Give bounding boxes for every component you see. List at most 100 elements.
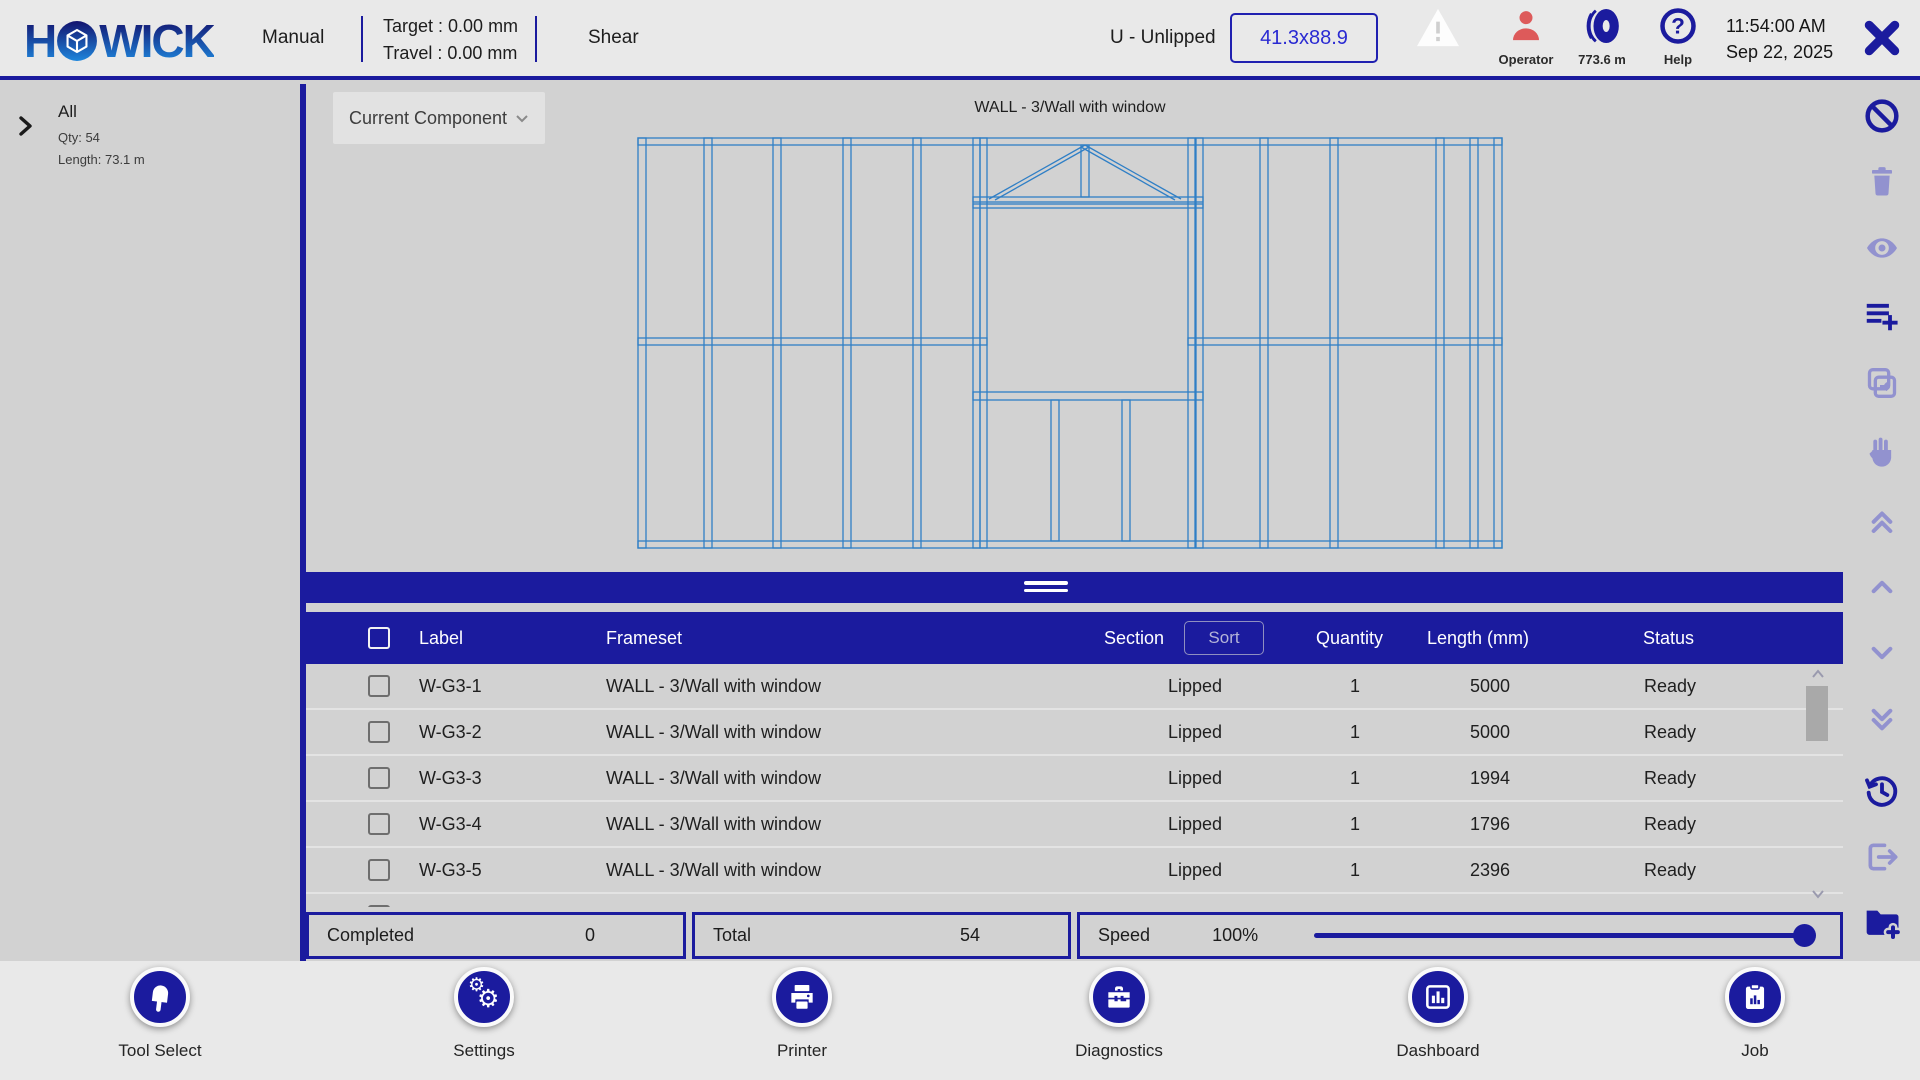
- row-checkbox[interactable]: [368, 859, 390, 881]
- sidebar-item-all[interactable]: All Qty: 54 Length: 73.1 m: [0, 84, 300, 167]
- col-quantity: Quantity: [1316, 628, 1384, 648]
- move-bottom-icon[interactable]: [1862, 700, 1902, 740]
- scrollbar-thumb[interactable]: [1806, 686, 1828, 741]
- history-icon[interactable]: [1862, 771, 1902, 811]
- splitter-drag-handle[interactable]: [1024, 581, 1068, 594]
- nav-job[interactable]: Job: [1675, 967, 1835, 1061]
- main-panel: Current Component WALL - 3/Wall with win…: [300, 84, 1843, 961]
- row-checkbox[interactable]: [368, 813, 390, 835]
- speed-slider[interactable]: [1314, 924, 1816, 947]
- move-down-icon[interactable]: [1862, 633, 1902, 673]
- machine-mode-label: Manual: [262, 27, 325, 48]
- right-toolbar: [1843, 84, 1920, 961]
- sidebar-item-length: Length: 73.1 m: [58, 152, 145, 167]
- table-row[interactable]: W-G3-2 WALL - 3/Wall with window Lipped …: [306, 710, 1843, 756]
- nav-settings[interactable]: ⚙ ⚙ Settings: [404, 967, 564, 1061]
- bottom-navigation: Tool Select ⚙ ⚙ Settings Printer: [0, 961, 1920, 1080]
- topbar-divider: [361, 16, 363, 62]
- visibility-icon[interactable]: [1862, 228, 1902, 268]
- parts-table-header: Label Frameset Section Sort Quantity Len…: [306, 612, 1843, 664]
- nav-circle: [1725, 967, 1785, 1027]
- frameset-sidebar: All Qty: 54 Length: 73.1 m: [0, 84, 300, 961]
- pan-icon[interactable]: [1862, 432, 1902, 472]
- coil-icon: [1586, 8, 1619, 43]
- logo-text-prefix: H: [24, 15, 57, 67]
- table-row[interactable]: W-G3-3 WALL - 3/Wall with window Lipped …: [306, 756, 1843, 802]
- nav-diagnostics[interactable]: Diagnostics: [1039, 967, 1199, 1061]
- speed-label: Speed: [1098, 925, 1151, 945]
- table-row[interactable]: W-G3-4 WALL - 3/Wall with window Lipped …: [306, 802, 1843, 848]
- nav-printer[interactable]: Printer: [722, 967, 882, 1061]
- move-up-icon[interactable]: [1862, 567, 1902, 607]
- delete-icon[interactable]: [1862, 161, 1902, 201]
- svg-text:?: ?: [1671, 14, 1685, 39]
- row-checkbox[interactable]: [368, 675, 390, 697]
- nav-dashboard[interactable]: Dashboard: [1358, 967, 1518, 1061]
- add-folder-icon[interactable]: [1862, 902, 1902, 942]
- move-top-icon[interactable]: [1862, 501, 1902, 541]
- nav-tool-select[interactable]: Tool Select: [80, 967, 240, 1061]
- warning-indicator[interactable]: [1396, 6, 1480, 53]
- export-icon[interactable]: [1862, 837, 1902, 877]
- current-component-dropdown[interactable]: Current Component: [333, 92, 545, 144]
- travel-value: Travel : 0.00 mm: [383, 43, 518, 63]
- row-checkbox[interactable]: [368, 905, 390, 907]
- logo-cube-icon: [57, 21, 98, 61]
- col-frameset: Frameset: [606, 628, 683, 648]
- scroll-down-icon[interactable]: [1810, 888, 1826, 900]
- top-bar: H WICK Manual Target : 0.00 mm Travel : …: [0, 0, 1920, 80]
- settings-gears-icon: ⚙ ⚙: [468, 975, 500, 1013]
- sort-button[interactable]: Sort: [1184, 621, 1264, 655]
- row-checkbox[interactable]: [368, 767, 390, 789]
- operator-icon: [1513, 11, 1539, 41]
- speed-slider-thumb[interactable]: [1793, 924, 1816, 947]
- select-all-checkbox[interactable]: [368, 627, 390, 649]
- operator-button[interactable]: Operator: [1484, 6, 1568, 67]
- section-type-label: U - Unlipped: [1110, 27, 1216, 48]
- wall-frame-drawing: [637, 137, 1503, 549]
- table-row[interactable]: W-G3-1 WALL - 3/Wall with window Lipped …: [306, 664, 1843, 710]
- nav-circle: [1408, 967, 1468, 1027]
- date-value: Sep 22, 2025: [1726, 42, 1834, 62]
- row-checkbox[interactable]: [368, 721, 390, 743]
- chevron-down-icon: [516, 114, 528, 122]
- active-tool-label: Shear: [588, 27, 639, 48]
- printer-icon: [791, 985, 813, 1009]
- parts-table-body: W-G3-1 WALL - 3/Wall with window Lipped …: [306, 664, 1843, 907]
- col-section: Section: [1104, 628, 1165, 648]
- add-to-list-icon[interactable]: [1862, 295, 1902, 335]
- toolbox-icon: [1108, 986, 1130, 1008]
- dropdown-label: Current Component: [348, 107, 508, 128]
- profile-size-badge[interactable]: 41.3x88.9: [1230, 13, 1378, 63]
- scroll-up-icon[interactable]: [1810, 668, 1826, 680]
- coil-remaining-label: 773.6 m: [1578, 52, 1626, 67]
- warning-icon: [1417, 8, 1459, 47]
- drawing-title: WALL - 3/Wall with window: [974, 99, 1166, 116]
- col-label: Label: [419, 628, 464, 648]
- close-button[interactable]: [1860, 16, 1904, 60]
- chevron-right-icon: [19, 116, 32, 136]
- bar-chart-icon: [1426, 985, 1450, 1009]
- coil-status[interactable]: 773.6 m: [1560, 6, 1644, 67]
- duplicate-icon[interactable]: [1862, 363, 1902, 403]
- table-row-partial[interactable]: [306, 894, 1843, 907]
- block-icon[interactable]: [1862, 96, 1902, 136]
- col-length: Length (mm): [1427, 628, 1530, 648]
- operator-label: Operator: [1498, 52, 1554, 67]
- table-scrollbar: [1803, 666, 1833, 904]
- col-status: Status: [1643, 628, 1695, 648]
- target-value: Target : 0.00 mm: [383, 16, 519, 36]
- howick-logo: H WICK: [24, 14, 216, 68]
- sidebar-item-qty: Qty: 54: [58, 130, 100, 145]
- speed-value: 100%: [1212, 925, 1259, 945]
- completed-label: Completed: [327, 925, 415, 945]
- total-stat: Total 54: [692, 912, 1071, 959]
- nav-circle: [772, 967, 832, 1027]
- target-travel-readout: Target : 0.00 mm Travel : 0.00 mm: [383, 13, 518, 67]
- help-button[interactable]: ? Help: [1636, 6, 1720, 67]
- close-icon: [1864, 20, 1900, 56]
- sidebar-item-title: All: [58, 102, 77, 121]
- table-row[interactable]: W-G3-5 WALL - 3/Wall with window Lipped …: [306, 848, 1843, 894]
- help-label: Help: [1663, 52, 1693, 67]
- completed-value: 0: [584, 925, 595, 945]
